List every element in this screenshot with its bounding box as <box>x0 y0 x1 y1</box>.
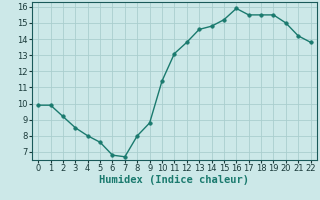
X-axis label: Humidex (Indice chaleur): Humidex (Indice chaleur) <box>100 175 249 185</box>
